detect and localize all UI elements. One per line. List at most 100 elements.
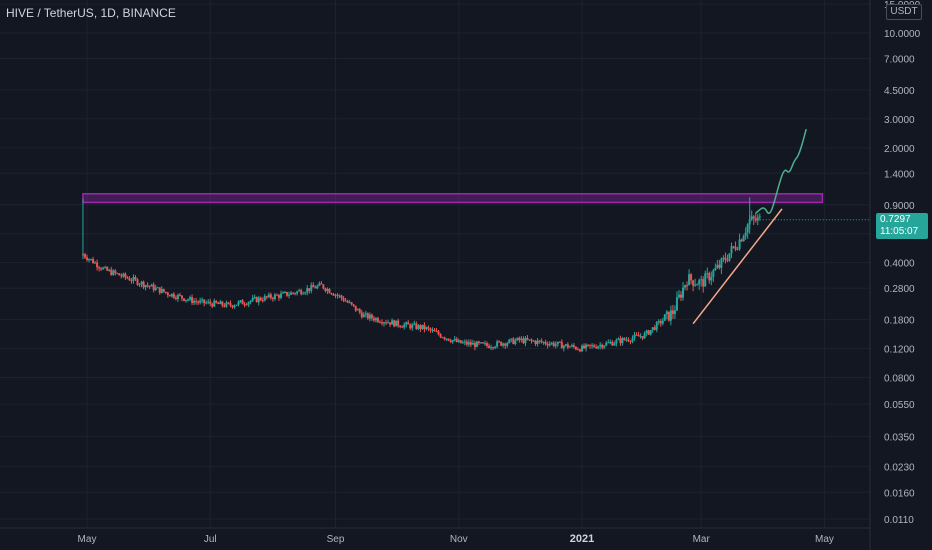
candle-body — [360, 312, 363, 318]
candle-body — [304, 292, 307, 294]
candle-body — [288, 294, 291, 296]
y-axis[interactable]: 15.000010.00007.00004.50003.00002.00001.… — [884, 0, 921, 526]
candle-body — [704, 273, 707, 287]
candle-body — [528, 339, 531, 341]
candle-body — [669, 310, 672, 321]
candle-body — [756, 217, 759, 221]
candle-body — [249, 300, 252, 303]
candle-body — [265, 296, 268, 298]
candle-body — [684, 285, 687, 288]
candle-body — [692, 280, 695, 286]
candle-body — [387, 322, 390, 324]
x-tick-label: May — [815, 534, 834, 545]
y-tick-label: 0.9000 — [884, 201, 915, 212]
candle-body — [665, 311, 668, 315]
candle-body — [750, 216, 753, 220]
candle-body — [193, 300, 196, 303]
candle-body — [550, 342, 553, 344]
candle-body — [516, 337, 519, 341]
candle-body — [425, 327, 428, 330]
candle-body — [102, 267, 105, 270]
candle-body — [174, 297, 177, 299]
candle-body — [138, 284, 141, 286]
candle-body — [661, 320, 664, 324]
candle-body — [203, 299, 206, 304]
candle-body — [213, 300, 216, 307]
candle-body — [619, 338, 622, 344]
candle-body — [83, 254, 86, 258]
currency-unit-badge[interactable]: USDT — [886, 4, 922, 20]
candle-body — [239, 300, 242, 302]
candle-body — [417, 325, 420, 329]
x-tick-label: May — [78, 534, 97, 545]
candle-body — [389, 322, 392, 325]
candle-body — [488, 345, 491, 348]
candle-body — [397, 320, 400, 326]
candle-body — [300, 290, 303, 295]
candle-body — [178, 294, 181, 296]
resistance-zone — [82, 193, 824, 204]
candle-body — [562, 345, 565, 349]
candle-body — [211, 303, 214, 307]
candle-body — [482, 342, 484, 344]
candle-body — [655, 322, 658, 330]
y-tick-label: 0.2800 — [884, 284, 915, 295]
candle-body — [385, 322, 388, 324]
candle-body — [556, 341, 559, 345]
candle-body — [673, 310, 676, 315]
candle-body — [403, 324, 406, 328]
candle-body — [346, 300, 349, 303]
candle-body — [310, 285, 313, 291]
candle-body — [720, 258, 723, 268]
x-axis[interactable]: May Jul Sep Nov 2021 Mar May — [78, 533, 834, 545]
candle-body — [176, 294, 179, 299]
candle-body — [245, 304, 248, 306]
candles-layer — [81, 197, 761, 353]
chart-title: HIVE / TetherUS, 1D, BINANCE — [6, 6, 176, 20]
candle-body — [558, 341, 561, 343]
candle-body — [451, 340, 454, 342]
candle-body — [322, 284, 325, 289]
candle-body — [158, 287, 161, 293]
candle-body — [738, 239, 741, 250]
candle-body — [144, 285, 147, 288]
candle-body — [253, 297, 256, 299]
candle-body — [469, 342, 472, 345]
candle-body — [536, 340, 539, 345]
candle-body — [142, 281, 145, 288]
candle-body — [502, 343, 505, 346]
candle-body — [506, 343, 509, 346]
candle-body — [712, 270, 715, 277]
candle-body — [104, 267, 107, 269]
x-tick-label: Sep — [327, 534, 345, 545]
candle-body — [344, 300, 347, 302]
candle-body — [92, 259, 95, 264]
candle-body — [225, 302, 228, 307]
y-tick-label: 2.0000 — [884, 144, 915, 155]
y-tick-label: 0.0160 — [884, 488, 915, 499]
candle-body — [124, 273, 127, 278]
candle-body — [728, 253, 731, 261]
candle-body — [443, 337, 446, 339]
candle-body — [494, 346, 497, 348]
candle-body — [259, 297, 262, 301]
drawings-layer — [692, 128, 870, 325]
candle-body — [734, 246, 737, 250]
candle-body — [730, 246, 733, 254]
candle-body — [100, 268, 103, 270]
candle-body — [273, 294, 276, 300]
candle-body — [255, 297, 258, 303]
bar-countdown: 11:05:07 — [880, 226, 919, 237]
candle-body — [140, 281, 143, 285]
candle-body — [471, 342, 474, 345]
candle-body — [180, 295, 183, 299]
candle-body — [318, 283, 321, 286]
candle-body — [423, 324, 426, 330]
candle-body — [170, 293, 173, 297]
candle-body — [160, 288, 163, 293]
candle-body — [453, 338, 456, 341]
candle-body — [223, 305, 226, 307]
candle-body — [185, 299, 187, 301]
grid — [0, 0, 871, 550]
